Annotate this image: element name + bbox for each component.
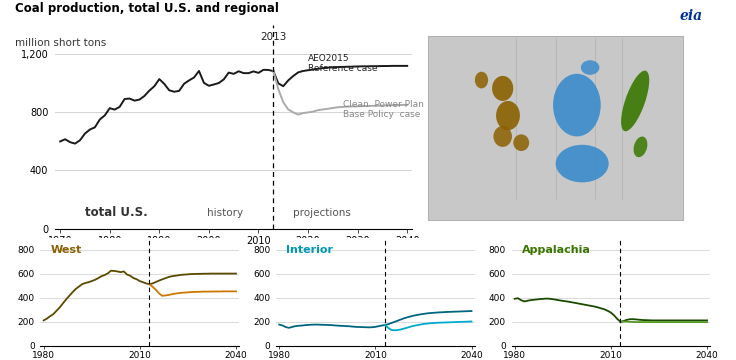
Text: West: West — [50, 245, 82, 255]
Text: AEO2015
Reference case: AEO2015 Reference case — [308, 54, 378, 73]
Text: history: history — [208, 208, 244, 218]
Ellipse shape — [634, 136, 648, 157]
Text: eia: eia — [680, 9, 703, 23]
Text: total U.S.: total U.S. — [85, 206, 148, 219]
Ellipse shape — [513, 134, 529, 151]
Ellipse shape — [496, 101, 520, 130]
Text: Clean  Power Plan
Base Policy  case: Clean Power Plan Base Policy case — [343, 100, 424, 119]
Text: Appalachia: Appalachia — [521, 245, 590, 255]
Text: 2013: 2013 — [260, 32, 286, 42]
Ellipse shape — [492, 76, 513, 101]
Bar — [428, 36, 683, 220]
Text: Coal production, total U.S. and regional: Coal production, total U.S. and regional — [15, 2, 279, 15]
Ellipse shape — [475, 72, 488, 89]
Ellipse shape — [556, 145, 609, 183]
Text: million short tons: million short tons — [15, 38, 106, 48]
Text: Interior: Interior — [286, 245, 333, 255]
Ellipse shape — [553, 74, 601, 136]
Text: projections: projections — [293, 208, 351, 218]
Ellipse shape — [621, 71, 649, 131]
Ellipse shape — [581, 60, 599, 75]
Ellipse shape — [493, 126, 512, 147]
